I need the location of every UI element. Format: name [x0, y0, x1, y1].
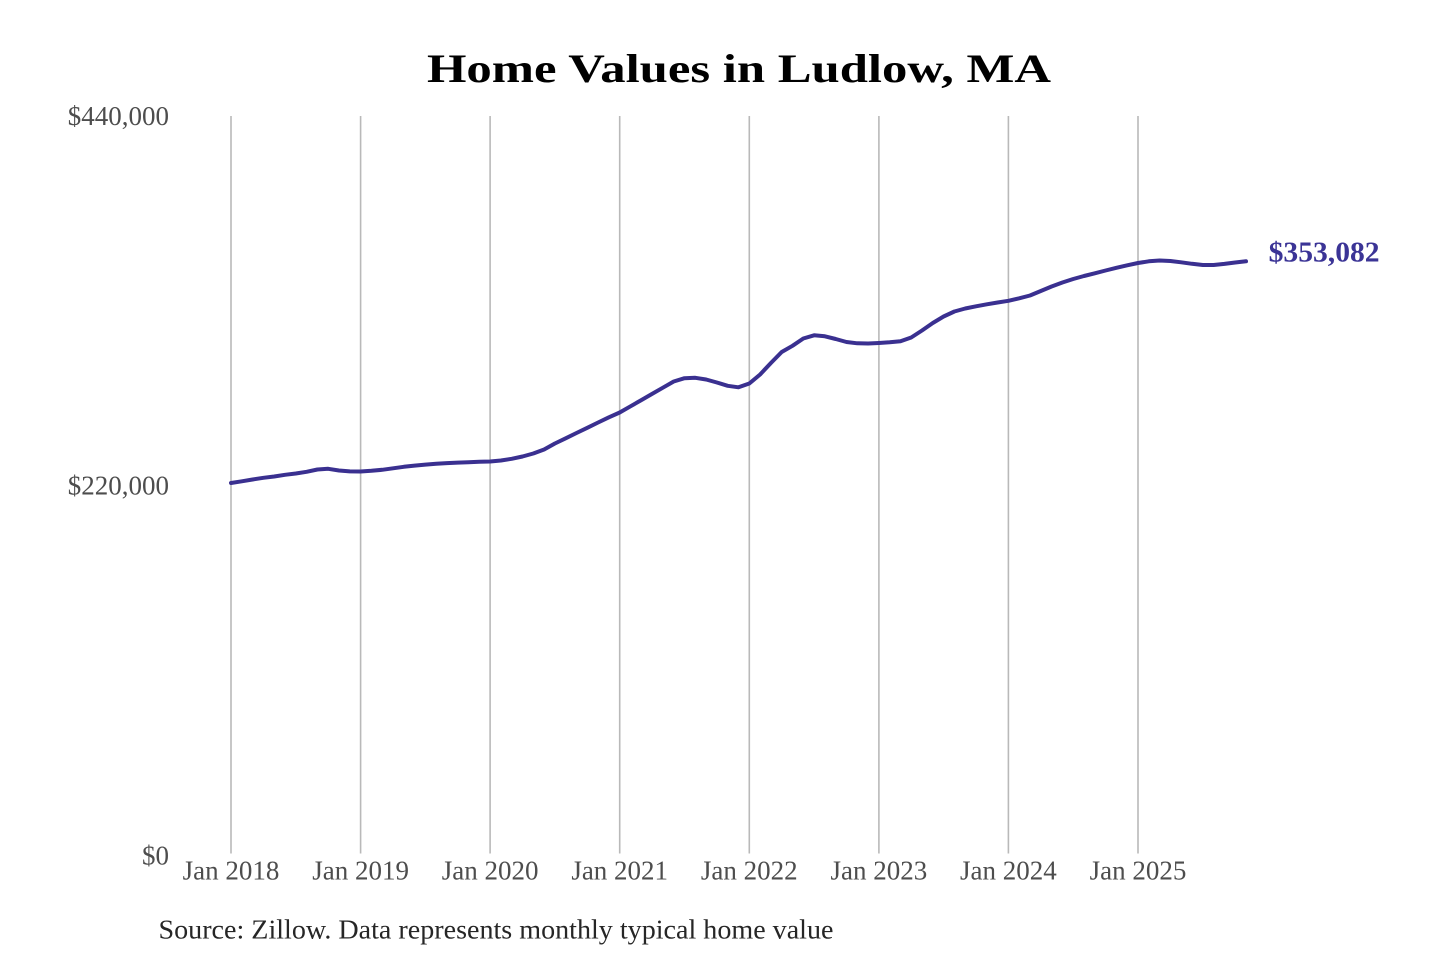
- svg-text:Jan 2021: Jan 2021: [571, 856, 668, 886]
- svg-text:Jan 2018: Jan 2018: [183, 856, 280, 886]
- svg-text:Jan 2022: Jan 2022: [701, 856, 798, 886]
- svg-text:$220,000: $220,000: [68, 471, 169, 501]
- svg-text:$0: $0: [142, 840, 169, 870]
- svg-text:Home Values in Ludlow, MA: Home Values in Ludlow, MA: [427, 46, 1051, 91]
- svg-text:Jan 2025: Jan 2025: [1090, 856, 1187, 886]
- svg-text:Source: Zillow. Data represent: Source: Zillow. Data represents monthly …: [159, 915, 834, 945]
- svg-text:Jan 2024: Jan 2024: [960, 856, 1057, 886]
- svg-text:$440,000: $440,000: [68, 101, 169, 131]
- svg-text:Jan 2023: Jan 2023: [831, 856, 928, 886]
- svg-text:$353,082: $353,082: [1269, 237, 1380, 268]
- svg-text:Jan 2020: Jan 2020: [442, 856, 539, 886]
- svg-text:Jan 2019: Jan 2019: [312, 856, 409, 886]
